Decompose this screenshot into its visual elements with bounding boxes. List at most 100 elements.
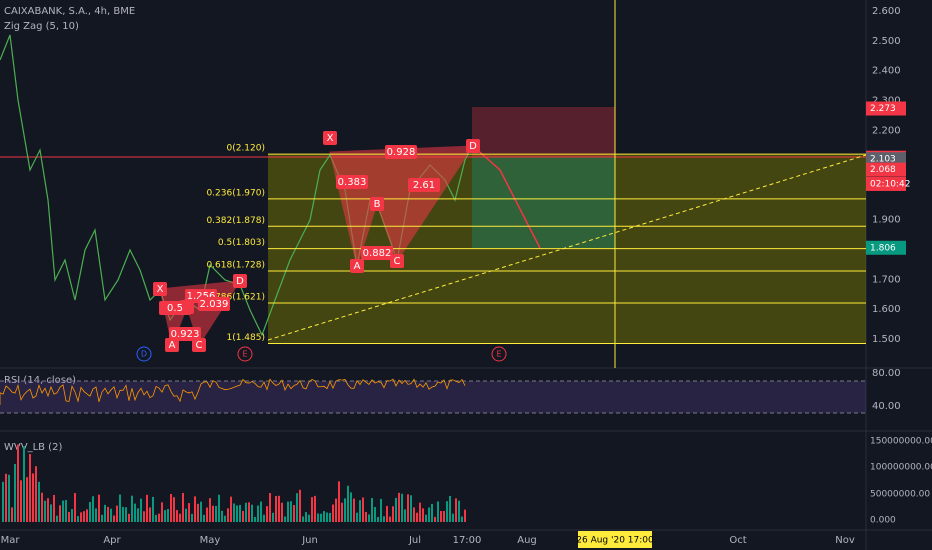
volume-texture (164, 510, 166, 522)
volume-texture (128, 513, 130, 522)
volume-texture (8, 474, 10, 522)
volume-texture (44, 500, 46, 522)
price-tick: 2.200 (872, 125, 901, 136)
volume-texture (56, 515, 58, 522)
fib-label: 0.618(1.728) (206, 261, 265, 271)
pattern-ratio: 0.928 (387, 147, 416, 158)
pattern-point-bg (350, 259, 364, 273)
volume-texture (218, 494, 220, 522)
volume-texture (74, 493, 76, 522)
small-point-bg (192, 338, 206, 352)
volume-texture (182, 492, 184, 522)
volume-texture (233, 503, 235, 522)
volume-texture (11, 507, 13, 522)
volume-texture (2, 481, 4, 522)
volume-texture (365, 511, 367, 522)
volume-texture (431, 504, 433, 522)
fib-label: 0(2.120) (226, 144, 265, 154)
volume-texture (185, 508, 187, 522)
volume-texture (425, 514, 427, 522)
volume-texture (326, 512, 328, 522)
volume-texture (359, 500, 361, 522)
volume-texture (413, 507, 415, 522)
pattern-ratio: 0.383 (338, 177, 367, 188)
volume-texture (20, 480, 22, 522)
time-label: Jun (301, 535, 318, 546)
price-tick: 1.900 (872, 215, 901, 226)
volume-texture (5, 473, 7, 522)
volume-texture (203, 514, 205, 522)
price-tick: 1.700 (872, 274, 901, 285)
small-point: D (236, 276, 244, 287)
volume-texture (32, 473, 34, 522)
volume-texture (254, 516, 256, 522)
small-ratio: 0.5 (167, 303, 183, 314)
volume-texture (179, 513, 181, 522)
volume-texture (455, 498, 457, 522)
volume-title: WVV_LB (2) (4, 442, 62, 453)
small-point-bg (153, 282, 167, 296)
cursor-tag (578, 531, 652, 548)
volume-texture (101, 514, 103, 522)
volume-texture (77, 516, 79, 522)
volume-texture (350, 492, 352, 522)
volume-texture (206, 507, 208, 522)
volume-texture (188, 503, 190, 522)
price-tag: 2.103 (870, 155, 896, 165)
small-ratio-bg (198, 297, 230, 311)
volume-texture (410, 495, 412, 522)
volume-texture (251, 504, 253, 522)
volume-texture (317, 513, 319, 522)
volume-texture (461, 516, 463, 522)
volume-texture (89, 502, 91, 522)
volume-texture (377, 516, 379, 522)
volume-texture (368, 514, 370, 522)
volume-texture (293, 505, 295, 522)
time-label: Nov (835, 535, 855, 546)
small-ratio-bg (159, 301, 191, 315)
volume-texture (371, 498, 373, 522)
time-label: May (200, 535, 221, 546)
volume-texture (170, 493, 172, 522)
volume-texture (272, 512, 274, 522)
fib-label: 0.5(1.803) (218, 238, 265, 248)
volume-texture (392, 506, 394, 522)
volume-texture (194, 496, 196, 522)
event-label: E (496, 350, 501, 359)
pattern-ratio-bg (336, 175, 368, 189)
volume-texture (92, 496, 94, 522)
small-ratio-bg (169, 327, 201, 341)
volume-texture (302, 516, 304, 522)
volume-tick: 0.000 (870, 516, 896, 526)
volume-texture (443, 510, 445, 522)
volume-texture (245, 502, 247, 522)
time-label: Apr (103, 535, 121, 546)
volume-texture (236, 505, 238, 522)
volume-texture (332, 504, 334, 522)
volume-texture (155, 514, 157, 522)
volume-texture (419, 502, 421, 522)
pattern-point-bg (323, 131, 337, 145)
volume-texture (140, 498, 142, 522)
volume-texture (212, 505, 214, 522)
volume-texture (68, 511, 70, 522)
volume-texture (215, 505, 217, 522)
price-tick: 2.600 (872, 6, 901, 17)
volume-texture (143, 511, 145, 522)
volume-texture (446, 501, 448, 522)
volume-texture (107, 506, 109, 522)
volume-texture (176, 510, 178, 522)
volume-texture (197, 503, 199, 522)
fib-label: 0.382(1.878) (206, 216, 265, 226)
volume-texture (311, 497, 313, 522)
pattern-ratio-bg (361, 246, 393, 260)
price-tag-bg (866, 240, 906, 255)
volume-texture (362, 497, 364, 522)
volume-texture (71, 509, 73, 522)
volume-texture (338, 481, 340, 522)
volume-texture (26, 477, 28, 522)
rsi-line (0, 378, 466, 405)
volume-texture (173, 497, 175, 522)
pattern-point-bg (390, 254, 404, 268)
